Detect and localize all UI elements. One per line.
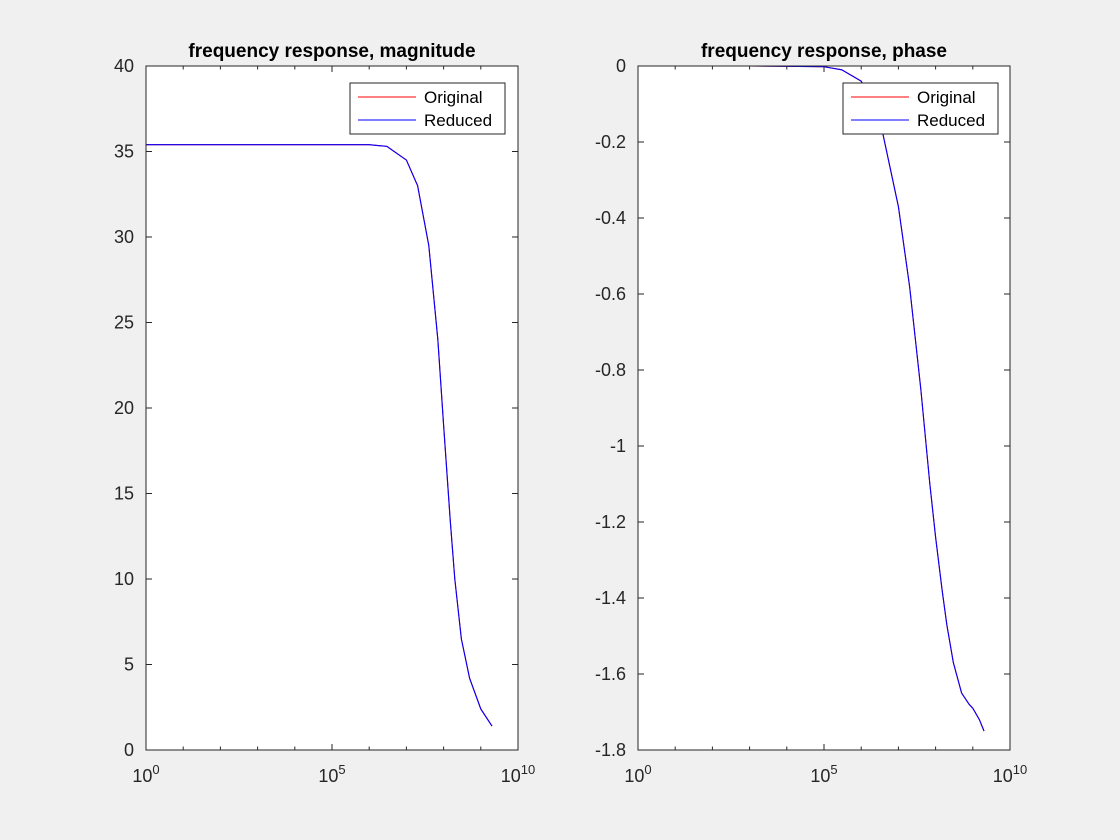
x-tick-exponent: 10 bbox=[521, 762, 535, 777]
y-tick-label: -1.2 bbox=[595, 512, 626, 532]
y-tick-label: 0 bbox=[616, 56, 626, 76]
axes-frame bbox=[145, 65, 519, 751]
plot-area bbox=[638, 66, 1010, 750]
legend: Original Reduced bbox=[349, 82, 506, 135]
y-tick-label: -0.8 bbox=[595, 360, 626, 380]
y-tick-label: 25 bbox=[114, 313, 134, 333]
y-tick-label: -1.4 bbox=[595, 588, 626, 608]
y-tick-label: 40 bbox=[114, 56, 134, 76]
x-tick-label: 100 bbox=[624, 762, 651, 786]
chart-title: frequency response, magnitude bbox=[188, 41, 475, 62]
y-tick-label: 0 bbox=[124, 740, 134, 760]
axes-frame bbox=[637, 65, 1011, 751]
y-tick-label: -0.2 bbox=[595, 132, 626, 152]
y-tick-label: -0.6 bbox=[595, 284, 626, 304]
plot-area bbox=[146, 66, 518, 750]
y-tick-label: 15 bbox=[114, 484, 134, 504]
y-tick-label: 20 bbox=[114, 398, 134, 418]
legend-label-original: Original bbox=[917, 88, 976, 107]
y-tick-label: -0.4 bbox=[595, 208, 626, 228]
x-tick-base: 10 bbox=[810, 766, 830, 786]
y-tick-label: 5 bbox=[124, 655, 134, 675]
x-tick-base: 10 bbox=[624, 766, 644, 786]
legend-label-original: Original bbox=[424, 88, 483, 107]
x-tick-label: 1010 bbox=[501, 762, 536, 786]
x-tick-label: 1010 bbox=[993, 762, 1028, 786]
series-line-reduced bbox=[146, 144, 493, 727]
legend-box bbox=[842, 82, 999, 135]
x-tick-label: 100 bbox=[132, 762, 159, 786]
x-tick-base: 10 bbox=[501, 766, 521, 786]
x-tick-exponent: 5 bbox=[338, 762, 345, 777]
y-tick-label: 10 bbox=[114, 569, 134, 589]
y-tick-label: 30 bbox=[114, 227, 134, 247]
x-tick-base: 10 bbox=[993, 766, 1013, 786]
x-tick-exponent: 0 bbox=[152, 762, 159, 777]
chart-2: 100 105 1010-1.8-1.6-1.4-1.2-1-0.8-0.6-0.4… bbox=[595, 41, 1027, 786]
x-tick-exponent: 10 bbox=[1013, 762, 1027, 777]
y-tick-label: -1.8 bbox=[595, 740, 626, 760]
legend-label-reduced: Reduced bbox=[917, 111, 985, 130]
x-tick-exponent: 5 bbox=[830, 762, 837, 777]
x-tick-exponent: 0 bbox=[644, 762, 651, 777]
x-tick-label: 105 bbox=[318, 762, 345, 786]
x-tick-label: 105 bbox=[810, 762, 837, 786]
series-line-reduced bbox=[638, 66, 985, 732]
legend-box bbox=[349, 82, 506, 135]
y-tick-label: 35 bbox=[114, 142, 134, 162]
legend: Original Reduced bbox=[842, 82, 999, 135]
x-tick-base: 10 bbox=[318, 766, 338, 786]
y-tick-label: -1 bbox=[610, 436, 626, 456]
y-tick-label: -1.6 bbox=[595, 664, 626, 684]
chart-title: frequency response, phase bbox=[701, 41, 947, 62]
x-tick-base: 10 bbox=[132, 766, 152, 786]
legend-label-reduced: Reduced bbox=[424, 111, 492, 130]
